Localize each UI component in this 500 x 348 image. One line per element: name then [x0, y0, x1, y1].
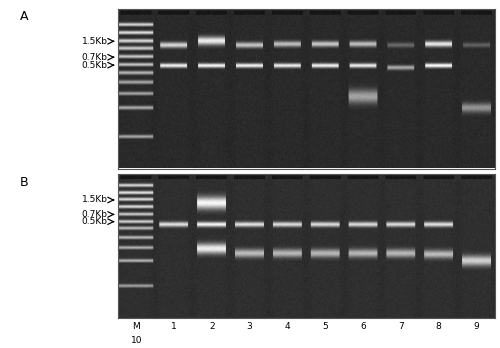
- Text: M: M: [132, 322, 140, 331]
- Text: 2: 2: [209, 322, 214, 331]
- Text: 0.5Kb: 0.5Kb: [82, 217, 108, 226]
- Text: 0.7Kb: 0.7Kb: [82, 210, 108, 219]
- Text: 1: 1: [171, 322, 177, 331]
- Text: 3: 3: [247, 322, 252, 331]
- Text: 4: 4: [284, 322, 290, 331]
- Text: 7: 7: [398, 322, 404, 331]
- Text: 1.5Kb: 1.5Kb: [82, 37, 108, 46]
- Text: 6: 6: [360, 322, 366, 331]
- Text: B: B: [20, 176, 28, 189]
- Text: 1.5Kb: 1.5Kb: [82, 196, 108, 205]
- Text: A: A: [20, 10, 28, 23]
- Text: 0.7Kb: 0.7Kb: [82, 53, 108, 62]
- Text: 9: 9: [473, 322, 479, 331]
- Text: 5: 5: [322, 322, 328, 331]
- Text: 8: 8: [436, 322, 441, 331]
- Text: 10: 10: [130, 336, 142, 345]
- Text: 0.5Kb: 0.5Kb: [82, 61, 108, 70]
